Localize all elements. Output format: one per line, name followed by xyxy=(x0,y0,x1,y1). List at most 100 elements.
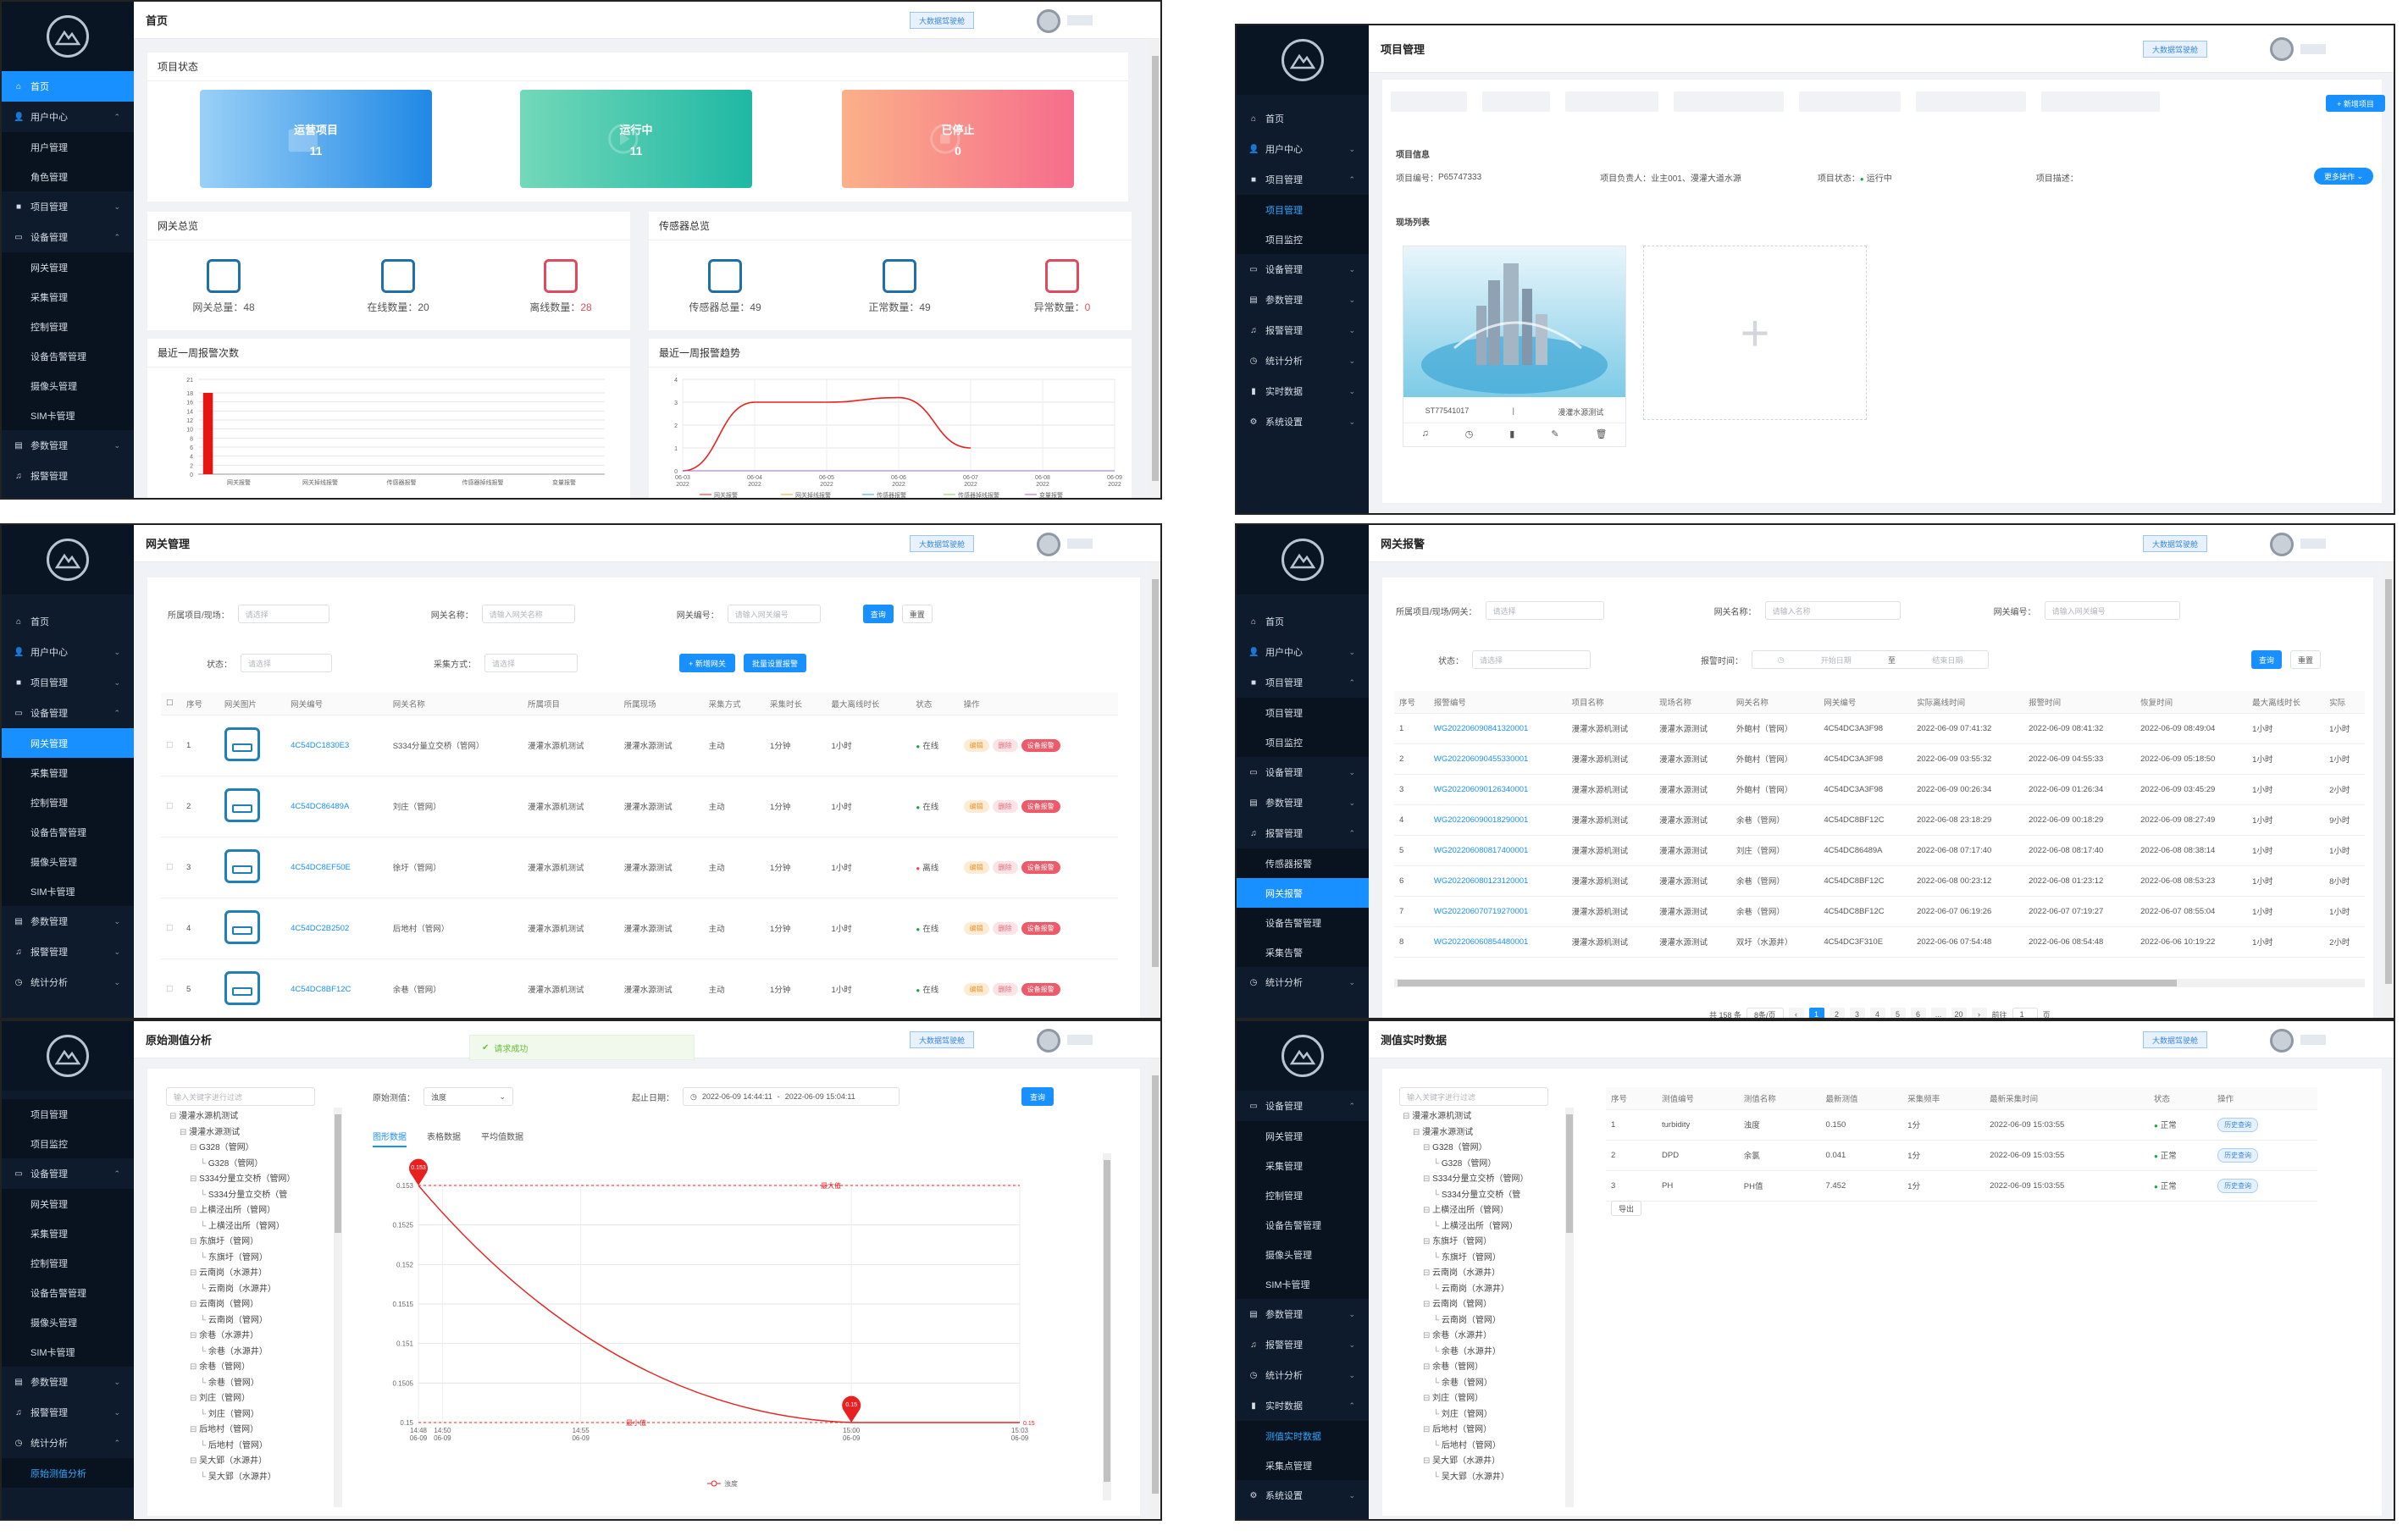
alarm-no-link[interactable]: WG202206090126340001 xyxy=(1428,774,1567,805)
edit-icon[interactable]: ✎ xyxy=(1551,429,1559,439)
nav-alarm-mgmt[interactable]: ♫ 报警管理 ⌄ xyxy=(2,937,134,967)
alarm-setting-button[interactable]: 设备报警 xyxy=(1021,860,1060,874)
nav-device-mgmt[interactable]: ▭ 设备管理 ⌃ xyxy=(14,1169,120,1180)
nav-camera-mgmt[interactable]: 摄像头管理 xyxy=(2,371,134,401)
tree-scrollbar[interactable] xyxy=(1565,1108,1574,1507)
alarm-setting-button[interactable]: 设备报警 xyxy=(1021,738,1060,752)
big-screen-button[interactable]: 大数据驾驶舱 xyxy=(910,1031,974,1048)
nav-user-mgmt[interactable]: 用户管理 xyxy=(2,132,134,162)
prev-page-button[interactable]: ‹ xyxy=(1788,1008,1804,1018)
nav-project-mgmt-sub[interactable]: 项目管理 xyxy=(2,1099,134,1129)
alarm-setting-button[interactable]: 设备报警 xyxy=(1021,921,1060,935)
chart-scrollbar[interactable] xyxy=(1103,1153,1111,1500)
nav-project-mgmt[interactable]: ■ 项目管理 ⌃ xyxy=(1237,667,1369,698)
nav-device-mgmt[interactable]: ▭ 设备管理 ⌄ xyxy=(1249,264,1355,276)
nav-gateway-mgmt[interactable]: 网关管理 xyxy=(2,1189,134,1218)
user-name[interactable] xyxy=(2300,539,2326,549)
page-button[interactable]: 3 xyxy=(1849,1008,1865,1018)
tree-node[interactable]: └ 余巷（管网） xyxy=(200,1378,259,1388)
nav-alarm-mgmt[interactable]: ♫ 报警管理 ⌃ xyxy=(1237,818,1369,848)
gateway-code-link[interactable]: 4C54DC2B2502 xyxy=(285,898,388,959)
table-row[interactable]: ☐ 4 4C54DC2B2502 后地村（管网） 漫灌水源机测试 漫灌水源测试 主动 1分钟 1… xyxy=(161,898,1118,959)
nav-user-center[interactable]: 👤 用户中心 ⌄ xyxy=(1248,144,1355,156)
page-button[interactable]: ... xyxy=(1930,1008,1946,1018)
tab-average[interactable]: 平均值数据 xyxy=(481,1133,523,1142)
nav-collect-alarm[interactable]: 采集告警 xyxy=(1237,937,1369,967)
nav-project-monitor[interactable]: 项目监控 xyxy=(2,1129,134,1158)
tree-node[interactable]: ⊟ 吴大郢（水源井） xyxy=(190,1456,268,1466)
tree-node[interactable]: ⊟ 漫灌水源测试 xyxy=(1413,1127,1474,1137)
user-name[interactable] xyxy=(1067,1035,1093,1045)
tree-node[interactable]: └ 余巷（水源井） xyxy=(1433,1346,1501,1356)
tree-node[interactable]: ⊟ G328（管网） xyxy=(190,1143,254,1152)
nav-project-mgmt[interactable]: ■ 项目管理 ⌄ xyxy=(2,191,134,222)
nav-alarm-mgmt[interactable]: ♫ 报警管理 xyxy=(2,461,134,491)
big-screen-button[interactable]: 大数据驾驶舱 xyxy=(910,12,974,29)
row-checkbox[interactable]: ☐ xyxy=(161,898,181,959)
nav-gateway-mgmt[interactable]: 网关管理 xyxy=(2,728,134,758)
nav-param-mgmt[interactable]: ▤ 参数管理 ⌄ xyxy=(1249,1309,1355,1321)
nav-home[interactable]: ⌂ 首页 xyxy=(1237,606,1369,637)
tree-node[interactable]: ⊟ 刘庄（管网） xyxy=(1423,1394,1484,1403)
date-range-input[interactable]: ◷ 开始日期至结束日期 xyxy=(1752,650,1989,669)
nav-control-mgmt[interactable]: 控制管理 xyxy=(1237,1180,1369,1210)
table-row[interactable]: 2 WG202206090455330001 漫灌水源机测试 漫灌水源测试 外鲍村（管网… xyxy=(1394,743,2365,775)
nav-sim-mgmt[interactable]: SIM卡管理 xyxy=(2,1337,134,1367)
nav-user-center[interactable]: 👤 用户中心 ⌄ xyxy=(14,647,120,659)
avatar[interactable] xyxy=(2270,37,2294,61)
nav-system-settings[interactable]: ⚙ 系统设置 ⌄ xyxy=(1249,1490,1355,1502)
nav-project-mgmt-sub[interactable]: 项目管理 xyxy=(1237,195,1369,224)
page-size-select[interactable]: 8条/页 xyxy=(1746,1008,1784,1018)
user-name[interactable] xyxy=(2300,44,2326,54)
edit-button[interactable]: 编辑 xyxy=(963,738,989,752)
page-button[interactable]: 2 xyxy=(1829,1008,1845,1018)
nav-sim-mgmt[interactable]: SIM卡管理 xyxy=(2,401,134,430)
delete-button[interactable]: 删除 xyxy=(992,860,1018,874)
tree-node[interactable]: └ 后地村（管网） xyxy=(1433,1440,1501,1450)
select-all-checkbox[interactable]: ☐ xyxy=(161,693,181,716)
tree-node[interactable]: ⊟ 云南岗（管网） xyxy=(190,1300,259,1309)
scrollbar[interactable] xyxy=(1150,39,1160,498)
nav-camera-mgmt[interactable]: 摄像头管理 xyxy=(1237,1240,1369,1269)
avatar[interactable] xyxy=(2270,533,2294,556)
user-name[interactable] xyxy=(1067,539,1093,549)
delete-button[interactable]: 删除 xyxy=(992,982,1018,996)
nav-alarm-mgmt[interactable]: ♫ 报警管理 ⌄ xyxy=(2,1397,134,1428)
reset-button[interactable]: 重置 xyxy=(901,605,933,623)
search-button[interactable]: 查询 xyxy=(1021,1087,1054,1106)
big-screen-button[interactable]: 大数据驾驶舱 xyxy=(2143,535,2207,552)
nav-param-mgmt[interactable]: ▤ 参数管理 ⌄ xyxy=(14,1377,120,1389)
legend-label[interactable]: 变量报警 xyxy=(1039,491,1063,499)
row-checkbox[interactable]: ☐ xyxy=(161,715,181,776)
big-screen-button[interactable]: 大数据驾驶舱 xyxy=(910,535,974,552)
state-select[interactable]: 请选择 xyxy=(241,654,332,672)
edit-button[interactable]: 编辑 xyxy=(963,921,989,935)
gateway-code-link[interactable]: 4C54DC8BF12C xyxy=(285,959,388,1018)
edit-button[interactable]: 编辑 xyxy=(963,799,989,813)
big-screen-button[interactable]: 大数据驾驶舱 xyxy=(2143,41,2207,58)
tree-node[interactable]: └ 东旗圩（管网） xyxy=(1433,1252,1501,1263)
nav-role-mgmt[interactable]: 角色管理 xyxy=(2,162,134,191)
nav-home[interactable]: ⌂ 首页 xyxy=(1237,103,1369,134)
next-page-button[interactable]: › xyxy=(1971,1008,1987,1018)
tree-node[interactable]: ⊟ 余巷（水源井） xyxy=(190,1331,259,1340)
nav-home[interactable]: ⌂ 首页 xyxy=(2,606,134,637)
nav-sim-mgmt[interactable]: SIM卡管理 xyxy=(1237,1269,1369,1299)
tree-node[interactable]: └ 云南岗（水源井） xyxy=(200,1284,276,1294)
table-row[interactable]: 4 WG202206090018290001 漫灌水源机测试 漫灌水源测试 余巷（管网）… xyxy=(1394,804,2365,836)
horizontal-scrollbar[interactable] xyxy=(1394,979,2365,987)
tree-node[interactable]: └ 刘庄（管网） xyxy=(1433,1409,1492,1419)
tree-node[interactable]: ⊟ 余巷（水源井） xyxy=(1423,1331,1492,1340)
gateway-code-link[interactable]: 4C54DC8EF50E xyxy=(285,837,388,898)
delete-button[interactable]: 删除 xyxy=(992,799,1018,813)
tree-filter-input[interactable]: 输入关键字进行过滤 xyxy=(1399,1087,1548,1106)
tree-node[interactable]: ⊟ 刘庄（管网） xyxy=(190,1394,251,1403)
nav-device-alarm[interactable]: 设备告警管理 xyxy=(1237,908,1369,937)
stat-card-total[interactable]: 运营项目11 xyxy=(200,90,432,188)
nav-gateway-alarm[interactable]: 网关报警 xyxy=(1237,878,1369,908)
tree-node[interactable]: ⊟ 漫灌水源测试 xyxy=(180,1127,241,1137)
legend-label[interactable]: 浊度 xyxy=(724,1479,738,1488)
nav-project-mgmt-sub[interactable]: 项目管理 xyxy=(1237,698,1369,727)
nav-sensor-mgmt[interactable]: 采集管理 xyxy=(2,282,134,312)
